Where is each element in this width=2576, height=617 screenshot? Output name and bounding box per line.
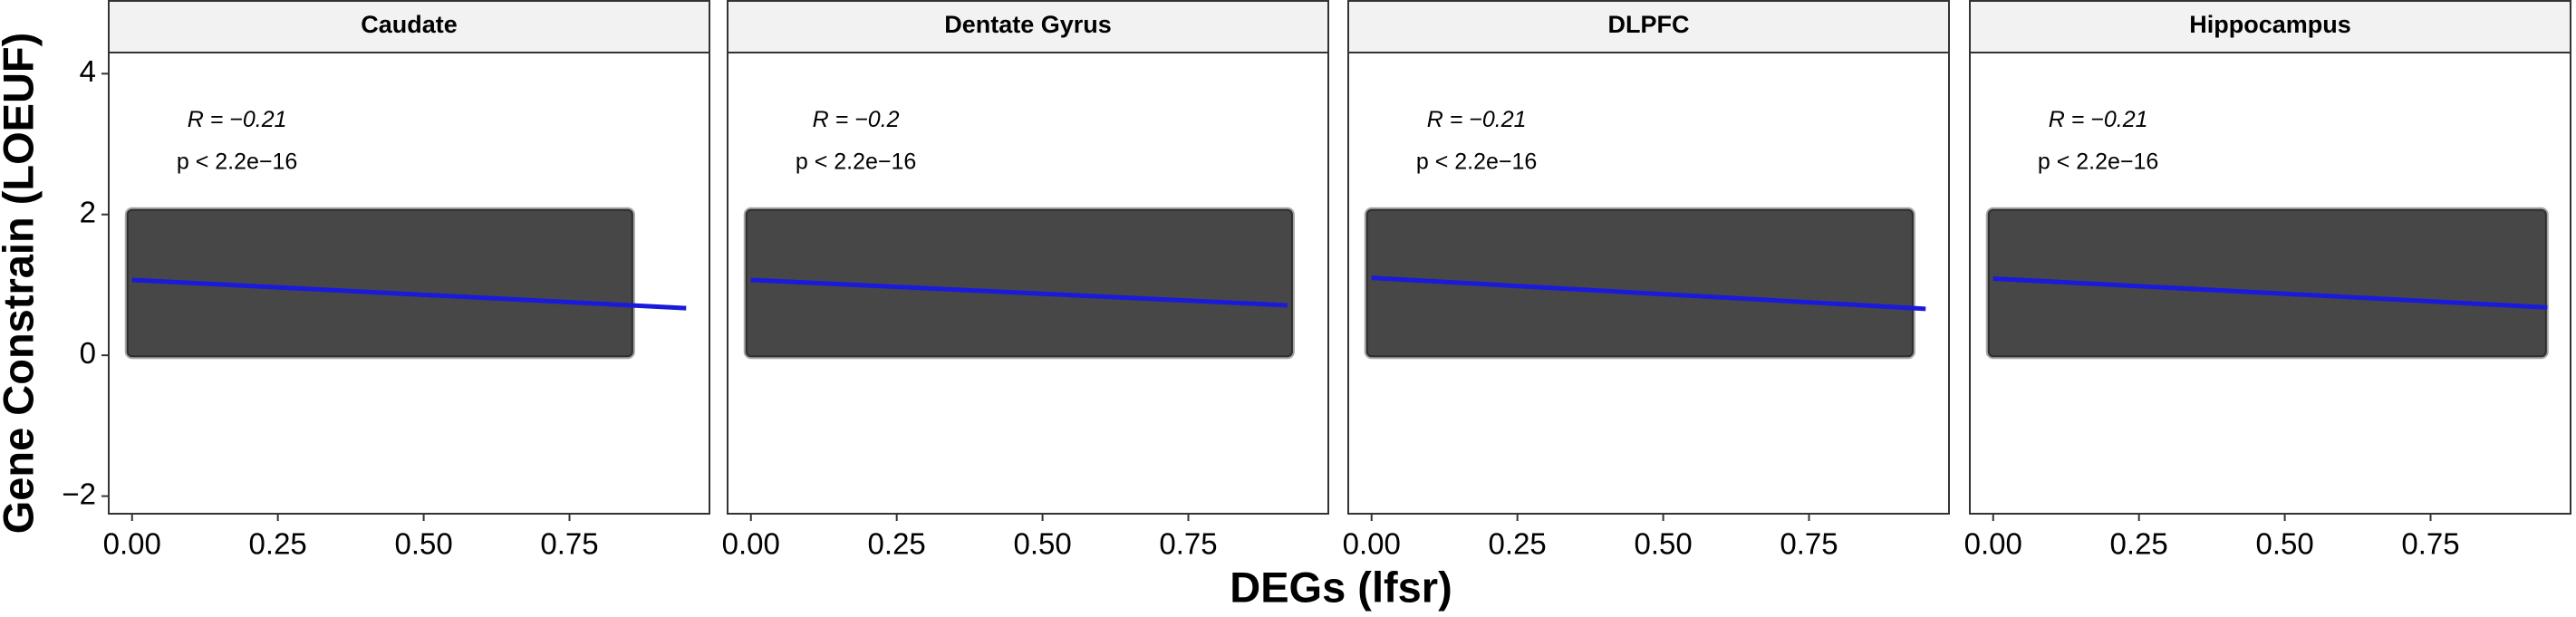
facet-strip xyxy=(727,0,1329,53)
annotation: p < 2.2e−16 xyxy=(796,149,916,175)
facet-title: DLPFC xyxy=(1608,11,1690,38)
x-tick-label: 0.25 xyxy=(1489,527,1547,561)
x-tick-label: 0.25 xyxy=(2110,527,2168,561)
facet-title: Hippocampus xyxy=(2189,11,2351,38)
x-tick-label: 0.25 xyxy=(249,527,307,561)
point-cloud xyxy=(124,207,635,360)
fit-line xyxy=(1371,275,1926,312)
x-tick-label: 0.50 xyxy=(1634,527,1692,561)
facet-strip xyxy=(108,0,710,53)
fit-line xyxy=(131,277,687,311)
x-tick-label: 0.75 xyxy=(2401,527,2459,561)
y-tick-label: 0 xyxy=(80,336,96,370)
annotation: R = −0.21 xyxy=(188,107,287,132)
fit-line xyxy=(750,277,1288,308)
x-tick-label: 0.00 xyxy=(103,527,161,561)
annotation: p < 2.2e−16 xyxy=(177,149,297,175)
point-cloud xyxy=(743,207,1295,360)
point-cloud xyxy=(1364,207,1915,360)
y-tick-label: 4 xyxy=(80,54,96,88)
x-tick-label: 0.50 xyxy=(2255,527,2313,561)
x-tick-label: 0.50 xyxy=(1013,527,1071,561)
panel-border xyxy=(108,52,710,515)
annotation: p < 2.2e−16 xyxy=(2038,149,2158,175)
x-tick-label: 0.00 xyxy=(1343,527,1401,561)
x-tick-label: 0.00 xyxy=(1964,527,2022,561)
facet-strip xyxy=(1969,0,2571,53)
facet-strip xyxy=(1347,0,1950,53)
facet-title: Caudate xyxy=(361,11,458,38)
x-tick-label: 0.50 xyxy=(394,527,452,561)
x-tick-label: 0.25 xyxy=(868,527,926,561)
y-axis-title: Gene Constrain (LOEUF) xyxy=(0,33,42,535)
y-tick-label: −2 xyxy=(62,477,96,510)
panel-border xyxy=(1969,52,2571,515)
x-axis-title: DEGs (lfsr) xyxy=(1230,563,1452,611)
annotation: R = −0.21 xyxy=(2049,107,2148,132)
facet-title: Dentate Gyrus xyxy=(944,11,1112,38)
x-tick-label: 0.75 xyxy=(540,527,598,561)
x-tick-label: 0.75 xyxy=(1159,527,1217,561)
annotation: p < 2.2e−16 xyxy=(1416,149,1537,175)
x-tick-label: 0.00 xyxy=(722,527,780,561)
point-cloud xyxy=(1985,207,2549,360)
x-tick-label: 0.75 xyxy=(1780,527,1838,561)
annotation: R = −0.2 xyxy=(813,107,900,132)
fit-line xyxy=(1992,275,2548,310)
annotation: R = −0.21 xyxy=(1427,107,1527,132)
panel-border xyxy=(1347,52,1950,515)
y-tick-label: 2 xyxy=(80,195,96,228)
panel-border xyxy=(727,52,1329,515)
